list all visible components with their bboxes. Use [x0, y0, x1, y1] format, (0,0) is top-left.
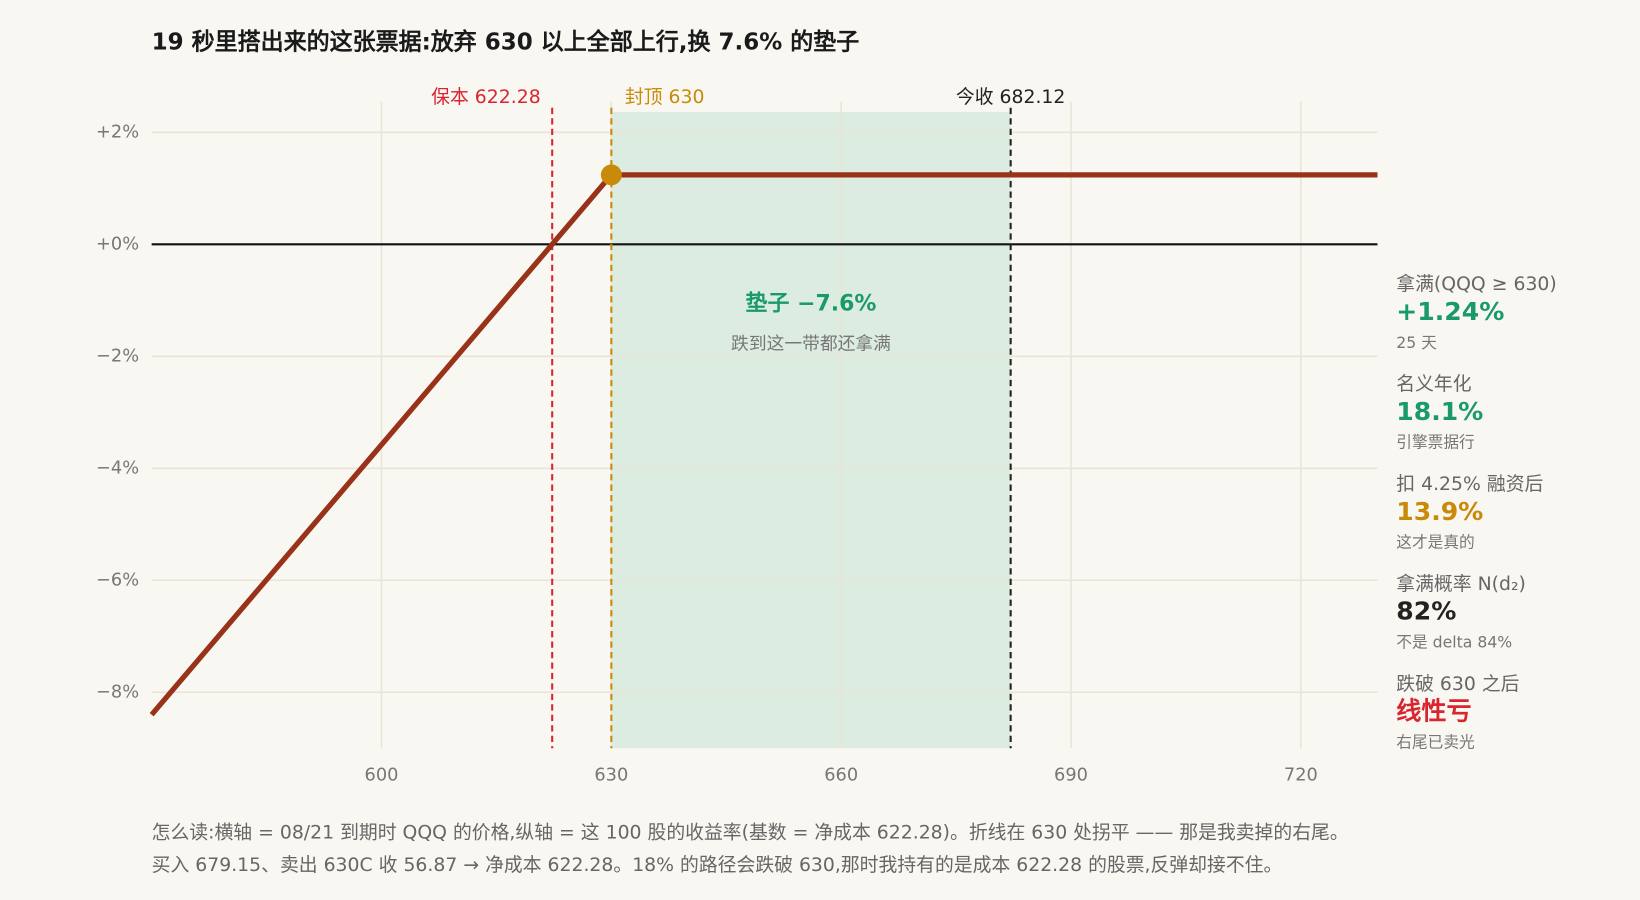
stat-label: 跌破 630 之后	[1396, 673, 1519, 695]
y-tick-label: −6%	[96, 569, 139, 590]
x-tick-label: 720	[1284, 764, 1318, 785]
stat-value: 18.1%	[1396, 397, 1483, 426]
stat-value: 线性亏	[1396, 697, 1471, 726]
stat-label: 名义年化	[1396, 373, 1471, 395]
stat-label: 扣 4.25% 融资后	[1396, 473, 1543, 495]
reference-label: 今收 682.12	[956, 86, 1066, 108]
y-tick-label: −4%	[96, 457, 139, 478]
y-tick-label: −8%	[96, 681, 139, 702]
stat-note: 25 天	[1396, 333, 1437, 352]
y-tick-label: +0%	[96, 233, 139, 254]
y-tick-label: −2%	[96, 345, 139, 366]
stat-value: +1.24%	[1396, 297, 1504, 326]
cushion-band	[611, 111, 1011, 749]
kink-point	[600, 164, 622, 186]
stat-note: 不是 delta 84%	[1396, 633, 1512, 652]
reference-label: 封顶 630	[625, 86, 705, 108]
x-tick-label: 660	[824, 764, 858, 785]
stat-note: 这才是真的	[1396, 533, 1474, 552]
footnote: 买入 679.15、卖出 630C 收 56.87 → 净成本 622.28。1…	[152, 854, 1283, 876]
stat-label: 拿满(QQQ ≥ 630)	[1396, 272, 1556, 295]
stat-value: 13.9%	[1396, 497, 1483, 526]
x-tick-label: 630	[594, 764, 628, 785]
footnote: 怎么读:横轴 = 08/21 到期时 QQQ 的价格,纵轴 = 这 100 股的…	[152, 822, 1349, 844]
x-tick-label: 690	[1054, 764, 1088, 785]
y-tick-label: +2%	[96, 121, 139, 142]
stat-note: 右尾已卖光	[1396, 733, 1475, 752]
chart-title: 19 秒里搭出来的这张票据:放弃 630 以上全部上行,换 7.6% 的垫子	[152, 28, 860, 55]
band-title: 垫子 −7.6%	[746, 291, 877, 317]
x-tick-label: 600	[365, 764, 399, 785]
stat-note: 引擎票据行	[1396, 433, 1474, 452]
stat-value: 82%	[1396, 597, 1456, 626]
reference-label: 保本 622.28	[431, 86, 541, 108]
band-subtitle: 跌到这一带都还拿满	[731, 332, 891, 354]
stat-label: 拿满概率 N(d₂)	[1396, 572, 1526, 595]
